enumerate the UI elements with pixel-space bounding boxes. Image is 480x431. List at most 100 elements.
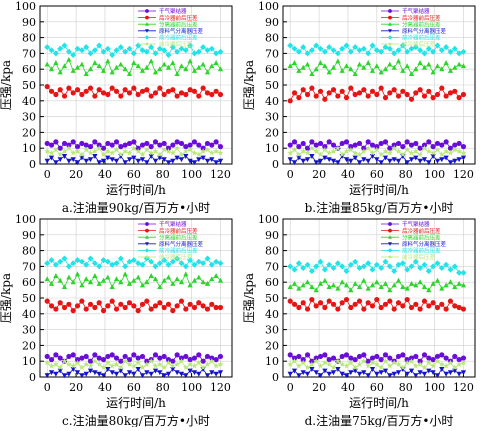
- y-tick-label: 30: [265, 324, 279, 337]
- legend-label: 前冷器后压差: [159, 40, 193, 48]
- data-point: [100, 364, 107, 370]
- data-point: [83, 306, 89, 312]
- x-tick-label: 60: [127, 381, 141, 394]
- data-point: [126, 258, 133, 265]
- y-tick-label: 40: [265, 308, 279, 321]
- data-point: [126, 357, 133, 363]
- data-point: [404, 91, 410, 98]
- data-point: [317, 151, 324, 157]
- data-point: [460, 149, 467, 156]
- data-point: [452, 303, 458, 309]
- data-point: [204, 306, 211, 312]
- series-2: [287, 296, 467, 312]
- data-point: [287, 298, 293, 304]
- data-point: [48, 66, 55, 72]
- data-point: [287, 149, 294, 156]
- data-point: [443, 148, 450, 154]
- data-point: [209, 157, 215, 163]
- data-point: [165, 301, 172, 307]
- data-point: [430, 144, 436, 150]
- data-point: [330, 265, 337, 271]
- data-point: [408, 149, 415, 156]
- data-point: [434, 42, 441, 49]
- data-point: [109, 284, 115, 289]
- data-point: [378, 85, 384, 91]
- data-point: [408, 96, 415, 102]
- data-point: [339, 45, 346, 52]
- y-tick-label: 70: [265, 47, 279, 60]
- data-point: [57, 258, 64, 265]
- x-axis-label: 运行时间/h: [106, 396, 166, 410]
- data-point: [174, 352, 180, 358]
- data-point: [308, 361, 315, 367]
- data-point: [217, 370, 224, 376]
- x-tick-label: 80: [156, 168, 170, 181]
- data-point: [439, 367, 445, 372]
- data-point: [322, 63, 328, 69]
- data-point: [122, 66, 128, 72]
- data-point: [382, 301, 389, 307]
- data-point: [460, 370, 467, 376]
- data-point: [335, 367, 341, 372]
- data-point: [447, 48, 454, 55]
- data-point: [161, 91, 167, 98]
- data-point: [44, 276, 50, 282]
- data-point: [195, 151, 202, 157]
- data-point: [70, 308, 76, 314]
- data-point: [330, 87, 337, 93]
- data-point: [352, 301, 358, 307]
- data-point: [456, 95, 462, 101]
- legend-marker: [145, 15, 149, 20]
- data-point: [378, 304, 384, 311]
- data-point: [369, 303, 376, 309]
- data-point: [456, 157, 462, 163]
- data-point: [61, 93, 68, 99]
- legend-label: 分离器前后压差: [159, 233, 198, 241]
- data-point: [404, 357, 410, 363]
- data-point: [326, 157, 332, 163]
- data-point: [304, 306, 311, 312]
- legend-label: 前冷器后压差: [402, 253, 436, 261]
- data-point: [161, 146, 168, 153]
- data-point: [386, 45, 393, 52]
- data-point: [374, 144, 380, 150]
- data-point: [400, 303, 406, 309]
- data-point: [79, 355, 85, 361]
- data-point: [96, 63, 102, 69]
- data-point: [400, 88, 406, 94]
- data-point: [105, 140, 111, 147]
- data-point: [365, 158, 371, 164]
- data-point: [66, 274, 72, 280]
- data-point: [361, 277, 367, 283]
- data-point: [178, 298, 185, 304]
- data-point: [456, 269, 463, 276]
- data-point: [421, 50, 428, 57]
- data-point: [304, 157, 311, 163]
- data-point: [87, 301, 94, 307]
- data-point: [122, 373, 128, 379]
- data-point: [152, 362, 159, 369]
- data-point: [369, 282, 376, 288]
- data-point: [96, 160, 102, 166]
- data-point: [360, 263, 367, 270]
- data-point: [191, 304, 198, 311]
- data-point: [217, 361, 224, 367]
- data-point: [295, 151, 302, 157]
- data-point: [148, 258, 155, 265]
- data-point: [44, 44, 51, 51]
- data-point: [104, 359, 111, 366]
- data-point: [352, 368, 358, 374]
- data-point: [92, 370, 98, 376]
- data-point: [92, 273, 98, 278]
- data-point: [165, 64, 172, 70]
- data-point: [178, 355, 185, 361]
- data-point: [300, 44, 307, 51]
- data-point: [395, 300, 402, 306]
- data-point: [183, 154, 189, 159]
- data-point: [139, 364, 146, 370]
- y-tick-label: 30: [265, 111, 279, 124]
- data-point: [169, 362, 176, 369]
- data-point: [304, 371, 311, 377]
